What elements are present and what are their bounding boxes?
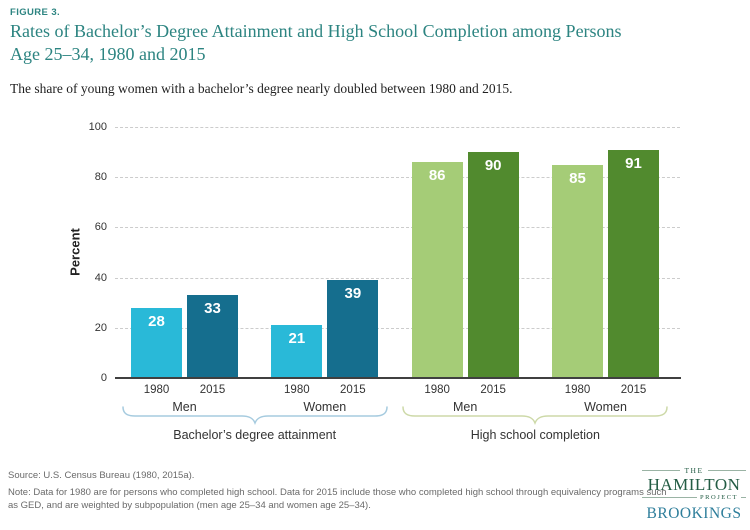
group-label-0: Bachelor’s degree attainment xyxy=(173,428,337,442)
logo-project-rule xyxy=(642,497,698,498)
gridline-80 xyxy=(115,177,680,179)
logo-project-rule-end xyxy=(741,497,746,498)
brookings-logo: BROOKINGS xyxy=(646,505,742,522)
bar-bachelors-men-2015: 33 xyxy=(187,295,238,378)
title-line-2: Age 25–34, 1980 and 2015 xyxy=(10,44,206,64)
note-line-1: Note: Data for 1980 are for persons who … xyxy=(8,487,667,498)
y-tick-label-100: 100 xyxy=(88,121,107,133)
subgroup-label-women-1: Women xyxy=(584,400,627,414)
logo-project-row: PROJECT xyxy=(642,494,746,501)
bar-hs-men-2015: 90 xyxy=(467,152,519,378)
page-title: Rates of Bachelor’s Degree Attainment an… xyxy=(10,20,622,66)
x-tick-label-bachelors-men-2015: 2015 xyxy=(199,384,226,396)
note-line-2: as GED, and are weighted by subpopulatio… xyxy=(8,500,371,511)
x-tick-label-bachelors-women-1980: 1980 xyxy=(284,384,310,396)
x-axis-line xyxy=(115,377,681,379)
group-brace-0 xyxy=(121,406,388,425)
bar-bachelors-women-2015: 39 xyxy=(327,280,379,378)
bar-value-label-hs-men-1980: 86 xyxy=(428,167,446,185)
y-tick-label-0: 0 xyxy=(100,372,107,384)
y-tick-label-20: 20 xyxy=(94,321,107,334)
title-line-1: Rates of Bachelor’s Degree Attainment an… xyxy=(10,21,622,41)
logo-rule-left xyxy=(642,470,681,471)
y-tick-label-80: 80 xyxy=(94,171,107,184)
bar-value-label-hs-men-2015: 90 xyxy=(484,157,502,175)
logo-hamilton-text: HAMILTON xyxy=(647,475,741,494)
gridline-60 xyxy=(115,227,680,229)
bar-bachelors-women-1980: 21 xyxy=(271,325,323,378)
x-tick-label-hs-women-2015: 2015 xyxy=(620,384,647,396)
plot-area: 28 33 21 39 86 90 85 91 xyxy=(115,127,680,378)
x-tick-label-hs-women-1980: 1980 xyxy=(564,384,591,396)
bar-value-label-bachelors-men-2015: 33 xyxy=(204,300,221,318)
bar-hs-women-2015: 91 xyxy=(607,149,659,378)
subgroup-label-women-0: Women xyxy=(303,400,347,414)
bar-value-label-hs-women-2015: 91 xyxy=(625,154,642,172)
y-axis-title: Percent xyxy=(67,228,83,276)
bar-value-label-bachelors-men-1980: 28 xyxy=(148,312,165,330)
y-tick-label-40: 40 xyxy=(94,271,107,284)
hamilton-project-logo: THE HAMILTON PROJECT BROOKINGS xyxy=(642,466,746,523)
bar-value-label-bachelors-women-2015: 39 xyxy=(344,285,362,303)
x-tick-label-hs-men-2015: 2015 xyxy=(480,384,506,396)
logo-project-text: PROJECT xyxy=(700,494,738,501)
chart-subtitle: The share of young women with a bachelor… xyxy=(10,81,513,96)
bar-bachelors-men-1980: 28 xyxy=(131,307,182,378)
source-text: Source: U.S. Census Bureau (1980, 2015a)… xyxy=(8,470,195,481)
bar-hs-women-1980: 85 xyxy=(551,164,603,378)
x-tick-label-bachelors-men-1980: 1980 xyxy=(143,384,170,396)
gridline-100 xyxy=(115,127,680,128)
group-brace-1 xyxy=(402,406,669,425)
subgroup-label-men-0: Men xyxy=(172,400,197,414)
group-label-1: High school completion xyxy=(470,428,600,442)
x-tick-label-hs-men-1980: 1980 xyxy=(424,384,450,396)
bar-value-label-hs-women-1980: 85 xyxy=(569,169,586,187)
figure-label: FIGURE 3. xyxy=(10,7,61,18)
gridline-20 xyxy=(115,327,680,329)
x-tick-label-bachelors-women-2015: 2015 xyxy=(340,384,366,396)
logo-rule-right xyxy=(707,470,746,471)
bar-hs-men-1980: 86 xyxy=(411,162,463,378)
note-text: Note: Data for 1980 are for persons who … xyxy=(8,486,667,512)
y-tick-label-60: 60 xyxy=(94,221,107,234)
logo-the-row: THE xyxy=(642,466,746,475)
logo-the-text: THE xyxy=(684,466,704,475)
gridline-40 xyxy=(115,277,680,279)
bar-value-label-bachelors-women-1980: 21 xyxy=(288,330,306,348)
subgroup-label-men-1: Men xyxy=(452,400,478,414)
